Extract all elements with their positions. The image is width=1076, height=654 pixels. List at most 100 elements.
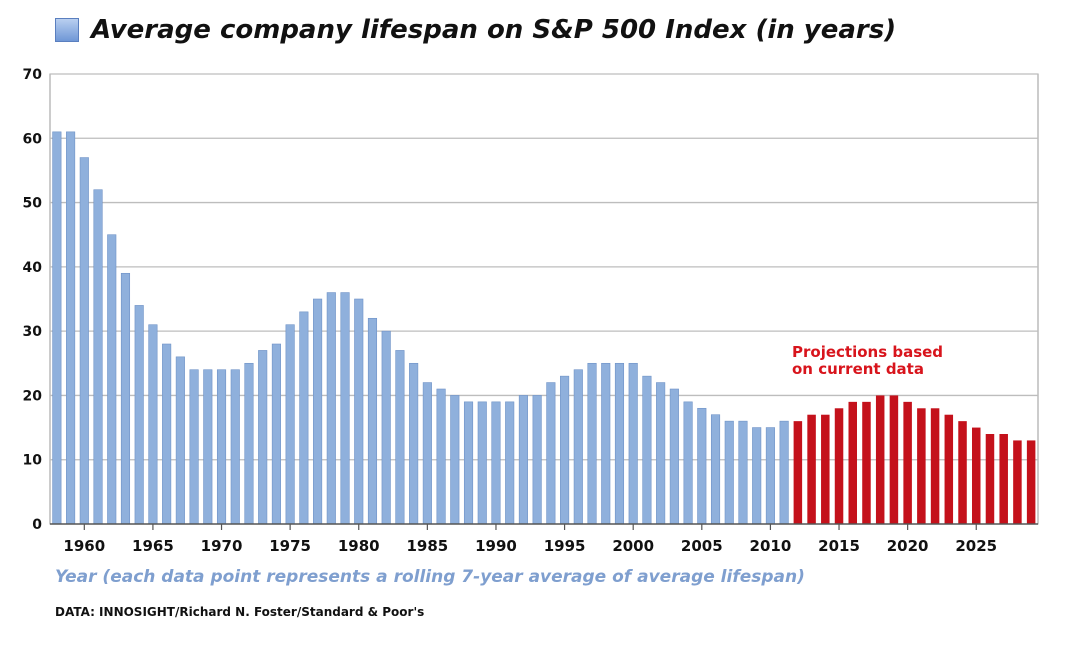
bar-historical <box>107 234 117 525</box>
bar-historical <box>409 362 419 525</box>
bar-projection <box>985 434 995 524</box>
bar-historical <box>313 298 323 525</box>
bar-historical <box>587 362 597 525</box>
x-tick-label: 1975 <box>269 537 311 555</box>
bar-historical <box>244 362 254 525</box>
bar-historical <box>573 369 583 525</box>
bar-projection <box>917 408 926 524</box>
bar-historical <box>66 131 76 525</box>
bar-projection <box>1013 440 1022 524</box>
bar-historical <box>601 362 611 525</box>
bar-historical <box>724 420 734 525</box>
y-tick-label: 70 <box>23 67 43 83</box>
bar-historical <box>450 395 460 525</box>
x-tick-label: 1970 <box>201 537 243 555</box>
bar-historical <box>436 388 446 525</box>
bar-historical <box>752 427 762 525</box>
bar-historical <box>422 382 432 525</box>
bar-historical <box>175 356 185 525</box>
chart-title-text: Average company lifespan on S&P 500 Inde… <box>91 15 897 45</box>
bar-historical <box>546 382 556 525</box>
y-tick-label: 0 <box>32 517 42 533</box>
y-tick-label: 20 <box>23 388 43 404</box>
bar-projection <box>793 421 803 524</box>
bar-historical <box>395 350 405 525</box>
bar-historical <box>258 350 268 525</box>
bar-historical <box>134 305 144 525</box>
bar-projection <box>971 427 981 524</box>
x-tick-label: 2020 <box>887 537 929 555</box>
bar-projection <box>930 408 940 524</box>
x-tick-label: 1990 <box>475 537 517 555</box>
x-tick-label: 2010 <box>750 537 792 555</box>
x-tick-label: 1985 <box>406 537 448 555</box>
x-axis-caption: Year (each data point represents a rolli… <box>55 567 805 587</box>
bar-historical <box>628 362 638 525</box>
bar-historical <box>93 189 103 525</box>
bar-historical <box>642 375 652 525</box>
x-tick-label: 1995 <box>544 537 586 555</box>
bar-historical <box>491 401 501 525</box>
bar-historical <box>271 343 281 525</box>
bar-historical <box>560 375 570 525</box>
x-tick-label: 2025 <box>955 537 997 555</box>
bar-projection <box>807 414 816 524</box>
bar-historical <box>765 427 775 525</box>
projection-annotation: Projections based on current data <box>792 343 944 378</box>
bar-projection <box>944 414 954 524</box>
y-tick-label: 60 <box>23 131 43 147</box>
bar-historical <box>463 401 474 525</box>
bar-historical <box>505 401 515 525</box>
bar-historical <box>656 382 666 525</box>
bar-historical <box>683 401 693 525</box>
bar-historical <box>354 298 364 525</box>
x-tick-label: 1965 <box>132 537 174 555</box>
x-tick-label: 2015 <box>818 537 860 555</box>
bar-historical <box>532 395 542 525</box>
bar-historical <box>120 272 131 525</box>
bar-projection <box>889 395 899 524</box>
bar-projection <box>875 395 885 524</box>
bar-historical <box>381 330 391 525</box>
bar-historical <box>669 388 679 525</box>
bar-projection <box>821 414 830 524</box>
data-source: DATA: INNOSIGHT/Richard N. Foster/Standa… <box>55 605 425 619</box>
bar-projection <box>1026 440 1036 524</box>
bar-historical <box>299 311 309 525</box>
bar-historical <box>79 157 89 525</box>
bar-projection <box>848 401 858 524</box>
bar-historical <box>326 292 336 525</box>
bar-historical <box>203 369 213 525</box>
bar-historical <box>779 420 789 525</box>
bar-projection <box>903 401 912 524</box>
legend-swatch <box>55 18 79 42</box>
x-tick-label: 2000 <box>612 537 654 555</box>
x-tick-label: 2005 <box>681 537 723 555</box>
bar-projection <box>834 408 844 524</box>
bar-historical <box>518 395 528 525</box>
bar-historical <box>285 324 295 525</box>
chart-title: Average company lifespan on S&P 500 Inde… <box>55 10 896 50</box>
bar-historical <box>148 324 158 525</box>
bar-projection <box>958 421 967 524</box>
y-tick-label: 10 <box>23 453 43 469</box>
bar-historical <box>52 131 62 525</box>
bar-historical <box>230 369 240 525</box>
bar-historical <box>614 362 625 525</box>
y-tick-label: 50 <box>23 196 43 212</box>
bar-historical <box>162 343 172 525</box>
bar-historical <box>216 369 227 525</box>
bar-historical <box>710 414 721 525</box>
y-tick-label: 30 <box>23 324 43 340</box>
bar-historical <box>697 407 707 525</box>
x-tick-label: 1980 <box>338 537 380 555</box>
bar-historical <box>738 420 748 525</box>
bar-historical <box>477 401 487 525</box>
x-tick-label: 1960 <box>63 537 105 555</box>
bar-projection <box>862 401 871 524</box>
bar-projection <box>999 434 1008 524</box>
bar-historical <box>189 369 199 525</box>
bar-historical <box>340 292 350 525</box>
y-tick-label: 40 <box>23 260 43 276</box>
